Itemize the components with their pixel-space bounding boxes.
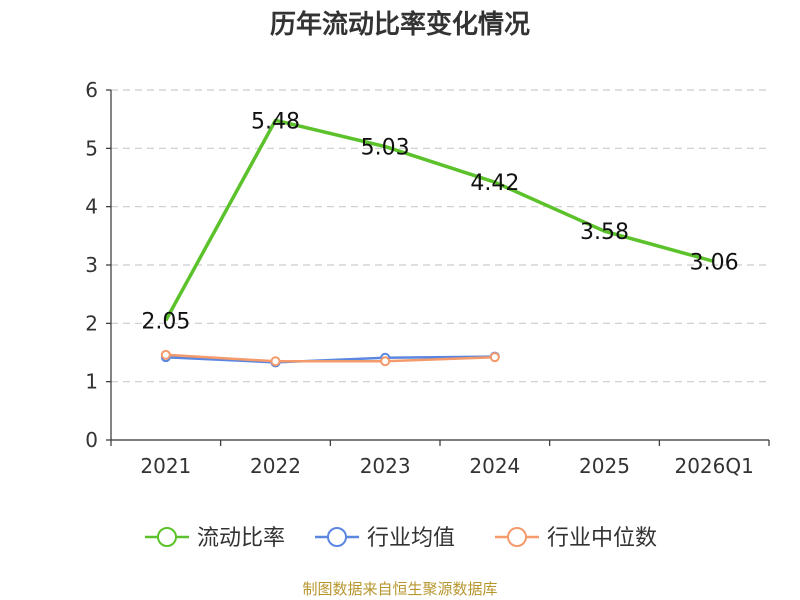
x-tick-label: 2026Q1 [674,454,753,478]
legend-swatch-marker [327,527,347,547]
legend-item[interactable]: 行业均值 [315,526,455,551]
source-note: 制图数据来自恒生聚源数据库 [302,580,498,598]
data-labels: 2.05 5.48 5.03 4.42 3.58 3.06 [141,109,738,334]
data-label: 3.06 [690,251,739,276]
x-tick-label: 2025 [579,454,630,478]
legend-label: 行业均值 [367,526,455,551]
x-tick-label: 2024 [469,454,520,478]
legend-swatch-marker [507,527,527,547]
data-point[interactable] [489,352,500,363]
x-tick-label: 2023 [360,454,411,478]
series-line [164,118,715,322]
y-tick-label: 1 [85,370,98,394]
y-tick-label: 2 [85,311,98,335]
legend: 流动比率 行业均值 行业中位数 [145,526,657,551]
x-tick-label: 2021 [140,454,191,478]
series-line [165,353,495,363]
y-tick-label: 5 [85,136,98,160]
data-label: 5.03 [361,136,410,161]
data-label: 4.42 [470,171,519,196]
legend-item[interactable]: 行业中位数 [495,526,657,551]
data-point[interactable] [160,349,171,360]
data-label: 3.58 [580,220,629,245]
data-point[interactable] [380,356,391,367]
axes: 0 1 2 3 4 5 6 2021 2022 2023 2024 2025 2026Q1 [85,78,770,478]
y-tick-label: 4 [85,195,98,219]
x-tick-label: 2022 [250,454,301,478]
y-tick-label: 6 [85,78,98,102]
series-lines [160,118,715,368]
data-point[interactable] [270,356,281,367]
legend-label: 流动比率 [197,526,285,551]
legend-label: 行业中位数 [547,526,657,551]
legend-item[interactable]: 流动比率 [145,526,285,551]
chart-title: 历年流动比率变化情况 [269,10,530,40]
y-tick-label: 0 [85,428,98,452]
data-label: 5.48 [251,109,300,134]
y-tick-label: 3 [85,253,98,277]
legend-swatch-marker [157,527,177,547]
data-label: 2.05 [141,309,190,334]
grid-lines [111,89,769,383]
